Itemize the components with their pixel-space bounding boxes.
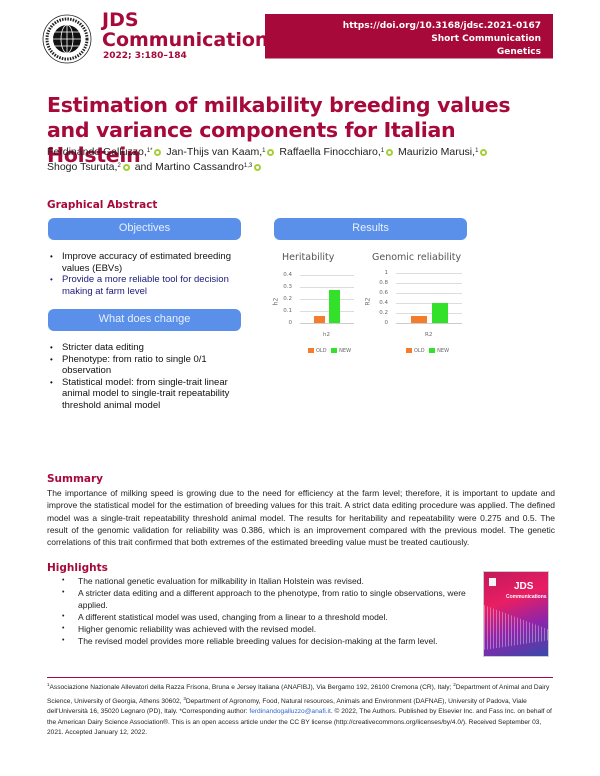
bar-old [314, 316, 325, 323]
affiliations-footnote: 1Associazione Nazionale Allevatori della… [47, 682, 552, 737]
changes-header: What does change [48, 309, 241, 331]
legend-swatch-new [331, 348, 338, 353]
y-tick: 0.6 [379, 290, 388, 296]
chart-legend: OLD NEW [308, 348, 351, 354]
article-type: Short Communication [431, 34, 541, 44]
journal-name: JDS Communications® [102, 10, 289, 50]
chart-title: Genomic reliability [372, 252, 462, 263]
objectives-list: Improve accuracy of estimated breeding v… [48, 251, 248, 297]
chart-title: Heritability [282, 252, 335, 263]
orcid-icon[interactable] [122, 163, 130, 171]
objective-item: Provide a more reliable tool for decisio… [48, 274, 248, 297]
issue-info: 2022; 3:180–184 [103, 51, 187, 61]
cover-title: JDS [514, 581, 534, 592]
x-axis [396, 323, 462, 324]
journal-name-line2: Communications [102, 29, 280, 51]
y-tick: 0.2 [379, 310, 388, 316]
y-tick: 0.3 [283, 284, 292, 290]
orcid-icon[interactable] [480, 148, 488, 156]
author[interactable]: Jan-Thijs van Kaam,1 [166, 146, 266, 158]
results-header: Results [274, 218, 467, 240]
x-category: R2 [425, 332, 433, 338]
orcid-icon[interactable] [386, 148, 394, 156]
gridline [300, 299, 354, 300]
highlight-item: A stricter data editing and a different … [62, 587, 474, 611]
orcid-icon[interactable] [254, 163, 262, 171]
plot-area [300, 275, 354, 323]
highlight-item: The national genetic evaluation for milk… [62, 575, 474, 587]
author[interactable]: Ferdinando Galluzzo,1* [47, 146, 153, 158]
highlight-item: Higher genomic reliability was achieved … [62, 623, 474, 635]
summary-heading: Summary [47, 473, 104, 485]
gridline [396, 303, 462, 304]
cover-graphic [484, 605, 548, 650]
chart-legend: OLD NEW [406, 348, 449, 354]
change-item: Phenotype: from ratio to single 0/1 obse… [48, 354, 253, 377]
y-tick: 0.8 [379, 280, 388, 286]
y-tick: 0.1 [283, 308, 292, 314]
author-list: Ferdinando Galluzzo,1* Jan-Thijs van Kaa… [47, 145, 517, 175]
heritability-chart: Heritability h2 0.4 0.3 0.2 0.1 0 h2 OLD… [272, 252, 364, 357]
gridline [300, 311, 354, 312]
y-tick: 0.2 [283, 296, 292, 302]
author[interactable]: Raffaella Finocchiaro,1 [279, 146, 385, 158]
plot-area [396, 273, 462, 323]
bar-old [411, 316, 427, 323]
highlight-item: A different statistical model was used, … [62, 611, 474, 623]
author[interactable]: Maurizio Marusi,1 [398, 146, 479, 158]
corresponding-email-link[interactable]: ferdinandogalluzzo@anafi.it [249, 708, 331, 716]
bar-new [329, 290, 340, 323]
change-item: Stricter data editing [48, 342, 253, 354]
author[interactable]: and Martino Cassandro1,3 [134, 161, 253, 173]
cover-subtitle: Communications [506, 594, 547, 600]
journal-name-line1: JDS [102, 9, 139, 31]
objectives-header: Objectives [48, 218, 241, 240]
journal-cover-thumbnail: JDS Communications [483, 571, 549, 657]
y-tick: 0 [288, 320, 293, 326]
y-tick: 1 [384, 270, 389, 276]
orcid-icon[interactable] [154, 148, 162, 156]
graphical-abstract-heading: Graphical Abstract [47, 199, 158, 211]
gridline [396, 283, 462, 284]
highlights-list: The national genetic evaluation for milk… [62, 575, 474, 647]
adsa-globe-logo [42, 14, 92, 64]
legend-swatch-old [308, 348, 314, 353]
legend-swatch-new [429, 348, 436, 353]
header-band: https://doi.org/10.3168/jdsc.2021-0167 S… [265, 14, 553, 59]
gridline [396, 273, 462, 274]
x-axis [300, 323, 354, 324]
footer-divider [47, 677, 553, 678]
legend-swatch-old [406, 348, 412, 353]
y-tick: 0.4 [379, 300, 388, 306]
change-item: Statistical model: from single-trait lin… [48, 377, 253, 412]
highlights-heading: Highlights [47, 562, 108, 574]
x-category: h2 [323, 332, 330, 338]
y-axis-label: R2 [364, 297, 372, 306]
y-tick: 0.4 [283, 272, 292, 278]
elsevier-logo-icon [489, 578, 496, 586]
highlight-item: The revised model provides more reliable… [62, 635, 474, 647]
genomic-reliability-chart: Genomic reliability R2 1 0.8 0.6 0.4 0.2… [364, 252, 468, 357]
gridline [396, 313, 462, 314]
doi-link[interactable]: https://doi.org/10.3168/jdsc.2021-0167 [342, 21, 541, 31]
bar-new [432, 303, 448, 323]
changes-list: Stricter data editing Phenotype: from ra… [48, 342, 253, 411]
gridline [300, 287, 354, 288]
gridline [300, 275, 354, 276]
summary-text: The importance of milking speed is growi… [47, 488, 555, 548]
article-section: Genetics [496, 47, 541, 57]
article-title: Estimation of milkability breeding value… [47, 93, 511, 167]
gridline [396, 293, 462, 294]
y-tick: 0 [384, 320, 389, 326]
author[interactable]: Shogo Tsuruta,2 [47, 161, 121, 173]
objective-item: Improve accuracy of estimated breeding v… [48, 251, 248, 274]
orcid-icon[interactable] [267, 148, 275, 156]
